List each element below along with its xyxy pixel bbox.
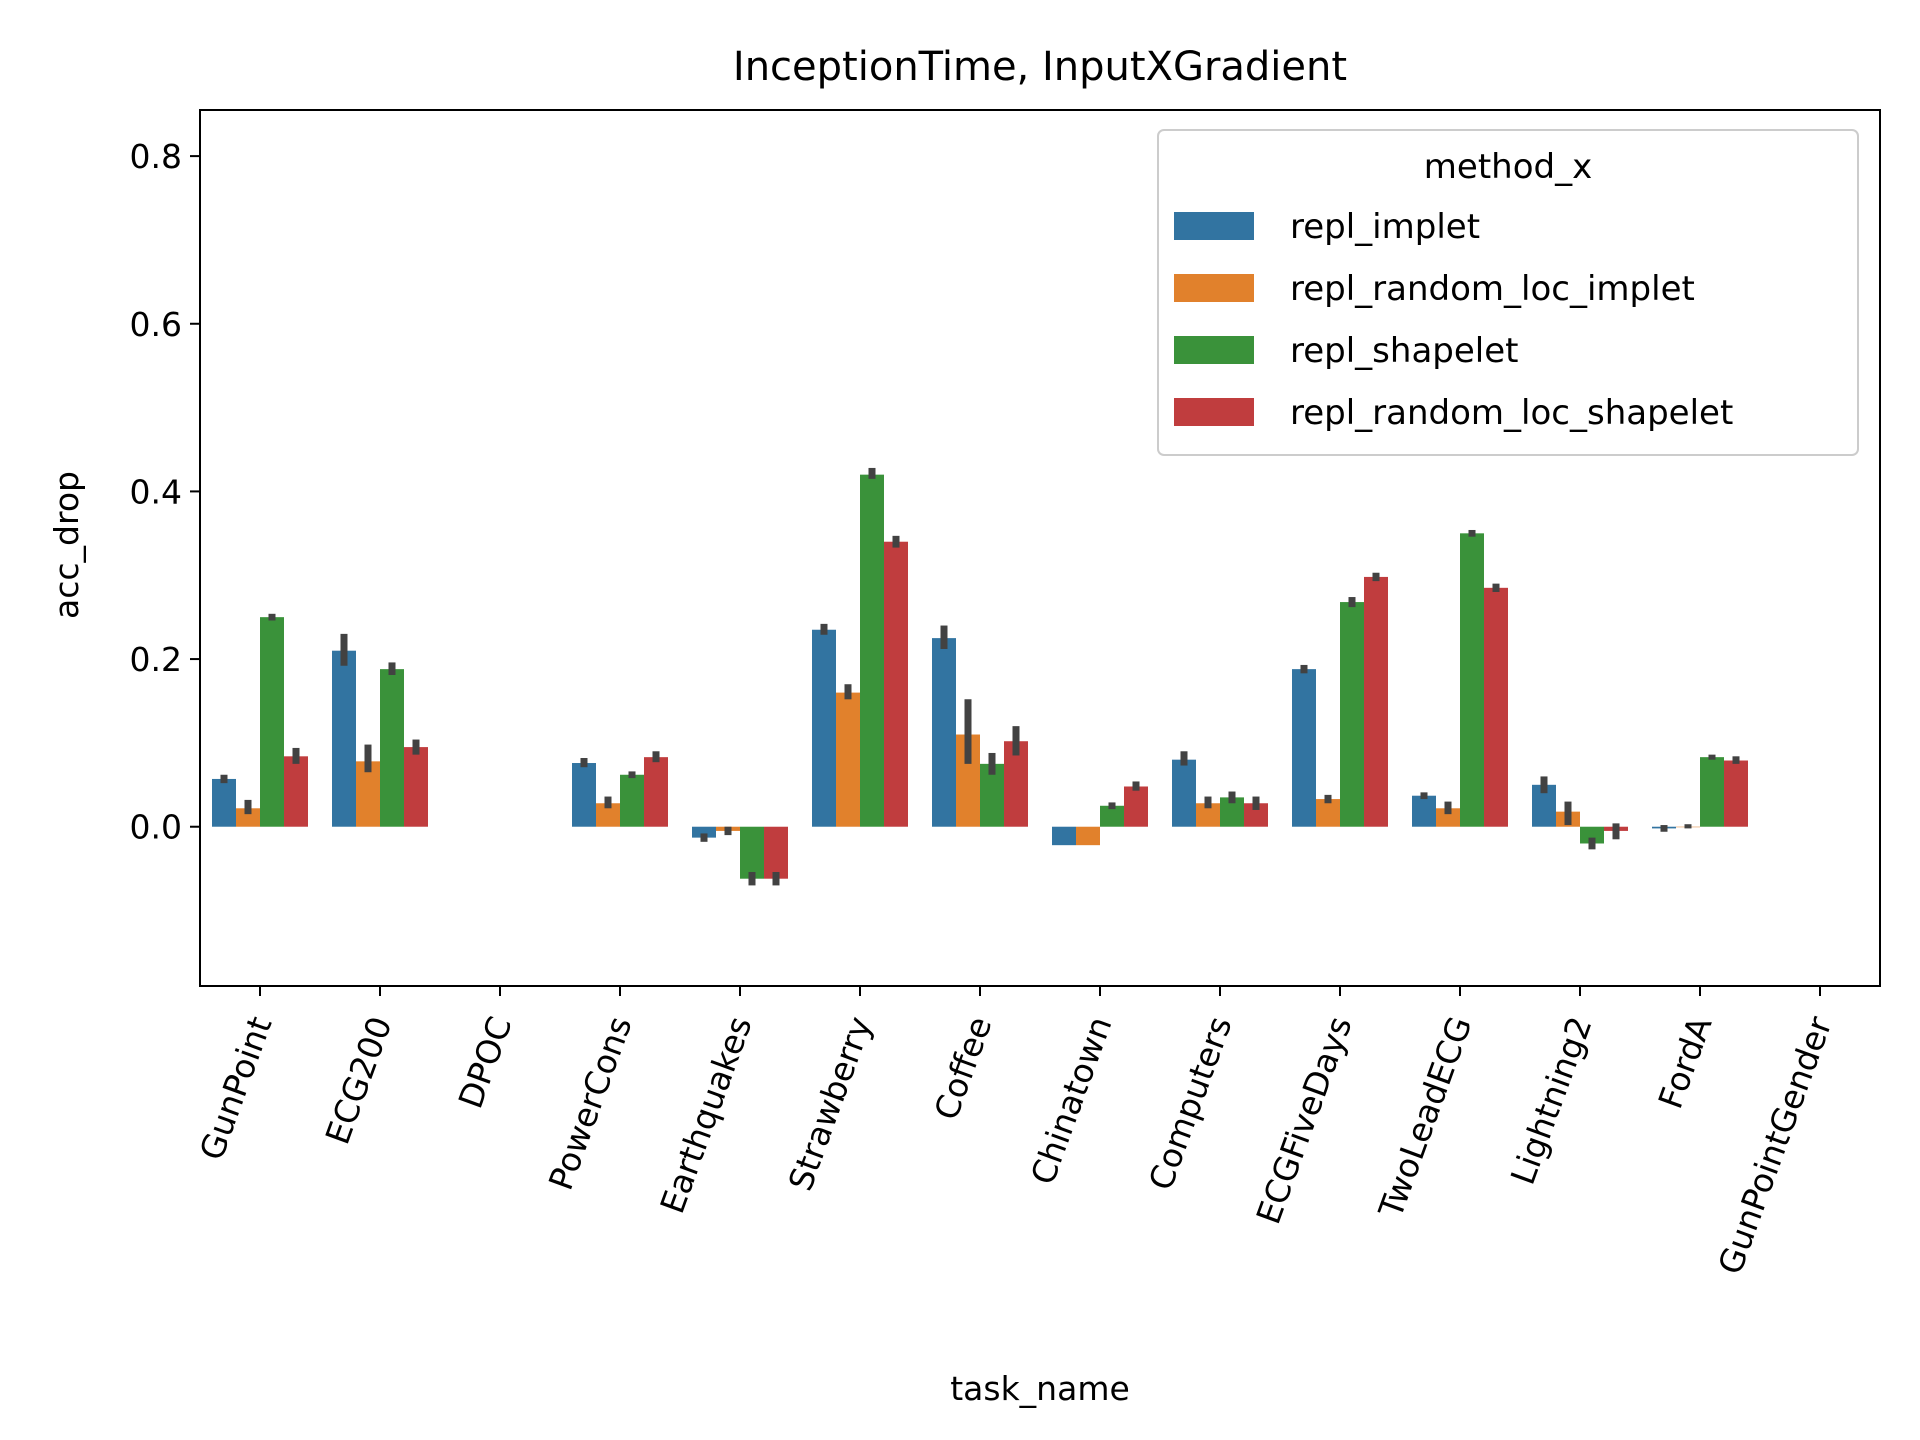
- bar-repl_random_loc_shapelet-Computers: [1244, 803, 1268, 827]
- bar-repl_implet-Coffee: [932, 638, 956, 827]
- bar-repl_shapelet-ECG200: [380, 669, 404, 827]
- bar-repl_random_loc_implet-ECGFiveDays: [1316, 799, 1340, 827]
- legend-swatch-repl_implet: [1174, 212, 1254, 240]
- bar-repl_random_loc_shapelet-Earthquakes: [764, 826, 788, 879]
- bar-repl_shapelet-Strawberry: [860, 474, 884, 827]
- x-tick-label-FordA: FordA: [1651, 1011, 1720, 1114]
- legend-swatch-repl_shapelet: [1174, 336, 1254, 364]
- bar-repl_random_loc_implet-Computers: [1196, 803, 1220, 827]
- bar-repl_shapelet-FordA: [1700, 757, 1724, 827]
- x-tick-label-GunPointGender: GunPointGender: [1710, 1011, 1839, 1279]
- x-tick-label-GunPoint: GunPoint: [192, 1011, 280, 1165]
- legend-entry-repl_implet: repl_implet: [1290, 207, 1480, 247]
- x-tick-label-Earthquakes: Earthquakes: [652, 1011, 759, 1218]
- x-tick-label-Lightning2: Lightning2: [1503, 1011, 1600, 1189]
- bar-repl_random_loc_shapelet-PowerCons: [644, 757, 668, 827]
- y-axis-label: acc_drop: [47, 471, 86, 619]
- bar-repl_random_loc_shapelet-Chinatown: [1124, 786, 1148, 827]
- bar-repl_random_loc_shapelet-GunPoint: [284, 756, 308, 827]
- bar-repl_shapelet-TwoLeadECG: [1460, 533, 1484, 827]
- bar-repl_random_loc_implet-Strawberry: [836, 692, 860, 827]
- y-tick-label: 0.8: [130, 137, 182, 176]
- y-tick-label: 0.0: [130, 808, 182, 847]
- x-tick-label-ECG200: ECG200: [318, 1011, 400, 1149]
- x-tick-label-Strawberry: Strawberry: [781, 1011, 880, 1195]
- bars: [212, 474, 1748, 879]
- legend: method_x repl_implet repl_random_loc_imple…: [1157, 129, 1859, 456]
- bar-repl_random_loc_shapelet-Strawberry: [884, 541, 908, 827]
- x-tick-label-TwoLeadECG: TwoLeadECG: [1370, 1011, 1479, 1223]
- legend-entry-repl_random_loc_shapelet: repl_random_loc_shapelet: [1290, 393, 1733, 433]
- bar-repl_random_loc_implet-GunPoint: [236, 808, 260, 827]
- bar-repl_implet-ECGFiveDays: [1292, 669, 1316, 827]
- bar-repl_shapelet-Earthquakes: [740, 826, 764, 879]
- bar-repl_implet-Strawberry: [812, 629, 836, 827]
- bar-repl_random_loc_implet-TwoLeadECG: [1436, 808, 1460, 827]
- legend-swatch-repl_random_loc_shapelet: [1174, 398, 1254, 426]
- bar-repl_random_loc_shapelet-TwoLeadECG: [1484, 587, 1508, 827]
- chart-title: InceptionTime, InputXGradient: [733, 44, 1347, 90]
- bar-repl_shapelet-PowerCons: [620, 774, 644, 827]
- bar-repl_implet-PowerCons: [572, 763, 596, 827]
- bar-repl_implet-Earthquakes: [692, 826, 716, 838]
- x-tick-label-DPOC: DPOC: [451, 1011, 520, 1113]
- legend-swatch-repl_random_loc_implet: [1174, 274, 1254, 302]
- bar-repl_implet-Chinatown: [1052, 826, 1076, 846]
- y-tick-label: 0.6: [130, 305, 182, 344]
- y-tick-label: 0.4: [130, 472, 182, 511]
- x-tick-label-Computers: Computers: [1141, 1011, 1240, 1195]
- legend-title: method_x: [1424, 147, 1592, 187]
- bar-repl_random_loc_shapelet-ECGFiveDays: [1364, 576, 1388, 827]
- bar-repl_shapelet-GunPoint: [260, 617, 284, 827]
- plot-frame: [199, 109, 1881, 987]
- bar-repl_random_loc_implet-PowerCons: [596, 803, 620, 827]
- bar-repl_shapelet-ECGFiveDays: [1340, 602, 1364, 827]
- x-tick-label-ECGFiveDays: ECGFiveDays: [1249, 1011, 1360, 1229]
- bar-repl_implet-Computers: [1172, 759, 1196, 827]
- legend-entry-repl_random_loc_implet: repl_random_loc_implet: [1290, 269, 1695, 309]
- bar-repl_implet-GunPoint: [212, 778, 236, 827]
- bar-repl_random_loc_shapelet-FordA: [1724, 760, 1748, 827]
- bar-repl_shapelet-Lightning2: [1580, 826, 1604, 844]
- x-tick-label-Coffee: Coffee: [926, 1011, 999, 1124]
- y-tick-label: 0.2: [130, 640, 182, 679]
- x-axis: GunPoint ECG200 DPOC PowerCons Earthquakes St…: [192, 986, 1840, 1279]
- y-axis: 0.0 0.2 0.4 0.6 0.8: [130, 137, 200, 847]
- x-tick-label-PowerCons: PowerCons: [541, 1011, 640, 1195]
- bar-repl_shapelet-Chinatown: [1100, 805, 1124, 827]
- x-tick-label-Chinatown: Chinatown: [1023, 1011, 1120, 1189]
- error-bars: [220, 467, 1740, 886]
- bar-repl_implet-TwoLeadECG: [1412, 795, 1436, 827]
- x-axis-label: task_name: [950, 1369, 1130, 1408]
- legend-entry-repl_shapelet: repl_shapelet: [1290, 331, 1518, 371]
- bar-repl_random_loc_implet-Chinatown: [1076, 826, 1100, 846]
- legend-box: [1157, 129, 1859, 456]
- bar-repl_random_loc_shapelet-ECG200: [404, 747, 428, 827]
- bar-repl_implet-ECG200: [332, 650, 356, 827]
